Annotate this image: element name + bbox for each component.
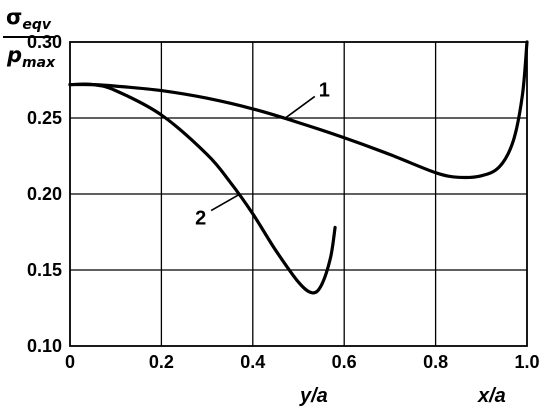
curve-label-leader-2 <box>210 193 240 212</box>
y-label-denominator: p <box>6 43 22 67</box>
curve-label-2: 2 <box>195 208 206 230</box>
y-tick-label: 0.15 <box>27 260 62 280</box>
curve-labels: 12 <box>195 79 330 229</box>
plot-frame <box>69 41 528 347</box>
y-tick-label: 0.25 <box>27 108 62 128</box>
y-label-numerator: σ <box>6 5 22 29</box>
curves <box>68 40 529 295</box>
y-tick-label: 0.30 <box>27 32 62 52</box>
series-line-1 <box>68 40 529 180</box>
y-tick-label: 0.10 <box>27 336 62 356</box>
x-tick-labels: 0 0.2 0.4 0.6 0.8 1.0 <box>65 352 540 372</box>
x-tick-label: 0 <box>65 352 75 372</box>
x-tick-label: 1.0 <box>514 352 539 372</box>
x-tick-label: 0.6 <box>332 352 357 372</box>
x-tick-label: 0.8 <box>423 352 448 372</box>
y-tick-labels: 0.30 0.25 0.20 0.15 0.10 <box>27 32 62 356</box>
x-tick-label: 0.4 <box>240 352 265 372</box>
y-label-numerator-sub: eqv <box>22 17 52 33</box>
series-line-2 <box>68 82 337 295</box>
curve-label-leader-1 <box>284 95 316 120</box>
y-tick-label: 0.20 <box>27 184 62 204</box>
svg-text:σeqv: σeqv <box>6 5 52 33</box>
grid <box>70 42 527 346</box>
svg-text:pmax: pmax <box>6 43 56 71</box>
x-tick-label: 0.2 <box>149 352 174 372</box>
x-axis-label-y-over-a: y/a <box>299 385 328 407</box>
x-axis-label-x-over-a: x/a <box>477 385 506 407</box>
curve-label-1: 1 <box>319 79 330 101</box>
y-label-denominator-sub: max <box>22 55 56 71</box>
y-axis-label: σeqv pmax <box>3 5 56 71</box>
